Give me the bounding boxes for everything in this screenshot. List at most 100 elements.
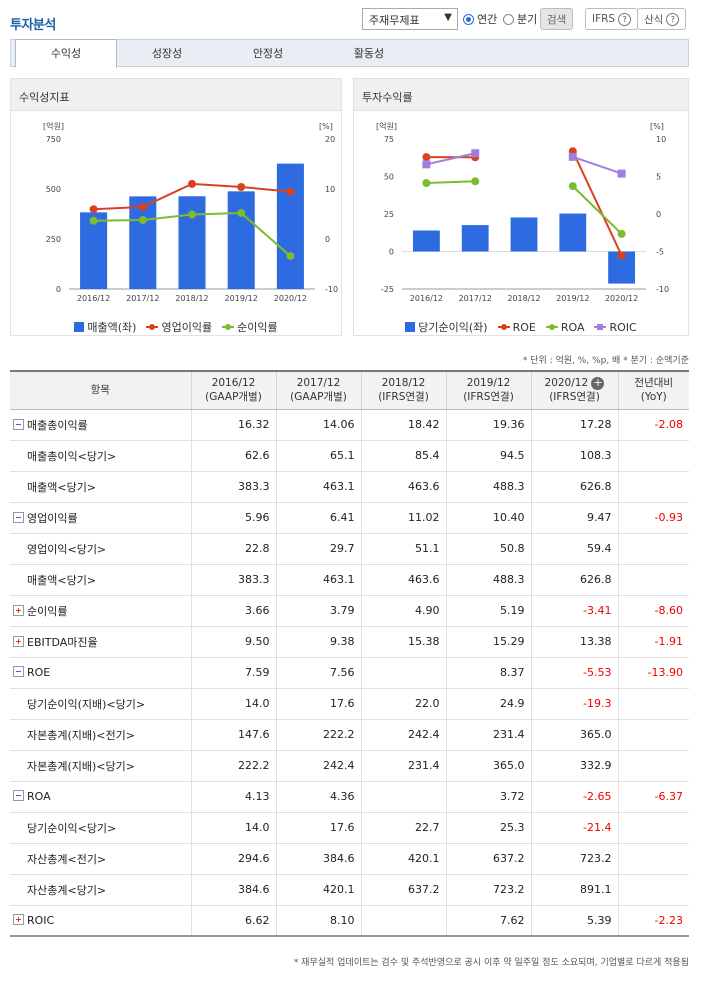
value-cell: 365.0: [445, 750, 531, 782]
bar-swatch-icon: [405, 322, 416, 332]
row-label-cell[interactable]: 영업이익률: [10, 502, 191, 534]
value-cell: 626.8: [530, 564, 618, 596]
yoy-cell: [617, 750, 689, 782]
data-point: [471, 149, 480, 158]
legend-item-roe[interactable]: ROE: [497, 319, 536, 335]
ifrs-label: IFRS: [592, 13, 616, 25]
expand-icon[interactable]: [13, 604, 24, 616]
tab-profitability[interactable]: 수익성: [15, 39, 117, 68]
legend-item-roa[interactable]: ROA: [545, 319, 584, 335]
row-label-cell: 매출액<당기>: [10, 471, 191, 503]
header-col: 2017/12 (GAAP개별): [275, 370, 361, 410]
statement-select[interactable]: 주재무제표 ▼: [362, 8, 458, 30]
value-cell: 17.6: [275, 812, 361, 844]
radio-quarter[interactable]: 분기: [503, 11, 537, 27]
yoy-cell: [617, 440, 689, 472]
table-row: 자산총계<전기> 294.6 384.6 420.1 637.2 723.2: [10, 843, 689, 875]
value-cell: 59.4: [530, 533, 618, 565]
value-cell: 637.2: [360, 874, 446, 906]
legend-label: 순이익률: [237, 321, 278, 334]
value-cell: 62.6: [190, 440, 276, 472]
radio-quarter-label: 분기: [517, 13, 538, 26]
collapse-icon[interactable]: [13, 511, 24, 523]
x-tick-label: 2016/12: [77, 294, 110, 303]
y-tick-label: 0: [389, 248, 394, 257]
line-swatch-icon: [222, 324, 235, 330]
header-yoy: 전년대비 (YoY): [617, 370, 689, 410]
collapse-icon[interactable]: [13, 418, 24, 430]
tab-stability[interactable]: 안정성: [252, 47, 284, 60]
row-label-cell[interactable]: EBITDA마진율: [10, 626, 191, 658]
value-cell: 29.7: [275, 533, 361, 565]
value-cell: 637.2: [445, 843, 531, 875]
line-swatch-icon: [594, 324, 607, 330]
series-line: [572, 155, 622, 175]
legend-item-op-margin[interactable]: 영업이익률: [146, 319, 212, 335]
value-cell: 463.1: [275, 564, 361, 596]
collapse-icon[interactable]: [13, 666, 24, 677]
y-tick-label: 50: [384, 173, 394, 182]
ifrs-help-button[interactable]: IFRS ?: [585, 8, 639, 30]
value-cell: [360, 657, 446, 689]
y-tick-label: 20: [325, 135, 335, 144]
analysis-tabs: 수익성 성장성 안정성 활동성: [10, 39, 689, 68]
expand-icon[interactable]: [13, 635, 24, 647]
x-tick-label: 2020/12: [274, 294, 307, 303]
row-label-cell[interactable]: ROE: [10, 657, 191, 689]
value-cell: 365.0: [530, 719, 618, 751]
row-label: EBITDA마진율: [27, 635, 98, 649]
table-row: ROIC 6.62 8.10 7.62 5.39 -2.23: [10, 905, 689, 937]
legend-item-sales[interactable]: 매출액(좌): [74, 319, 136, 335]
row-label-cell: 자산총계<당기>: [10, 874, 191, 906]
add-column-icon[interactable]: +: [591, 376, 605, 391]
data-point: [617, 251, 626, 260]
table-row: 매출총이익률 16.32 14.06 18.42 19.36 17.28 -2.08: [10, 409, 689, 441]
row-label-cell: 자산총계<전기>: [10, 843, 191, 875]
radio-annual[interactable]: 연간: [463, 11, 497, 27]
y-tick-label: 0: [656, 210, 661, 219]
value-cell: 22.0: [360, 688, 446, 720]
axis-unit-left: [억원]: [43, 121, 64, 131]
expand-icon[interactable]: [13, 913, 24, 925]
x-tick-label: 2016/12: [410, 294, 443, 303]
x-tick-label: 2018/12: [175, 294, 208, 303]
legend-label: 당기순이익(좌): [418, 321, 488, 334]
table-row: 매출액<당기> 383.3 463.1 463.6 488.3 626.8: [10, 471, 689, 503]
bar-swatch-icon: [74, 322, 85, 332]
row-label-cell[interactable]: 매출총이익률: [10, 409, 191, 441]
value-cell: 3.79: [275, 595, 361, 627]
value-cell: 108.3: [530, 440, 618, 472]
legend-item-roic[interactable]: ROIC: [594, 319, 637, 335]
value-cell: 231.4: [445, 719, 531, 751]
value-cell: 14.0: [190, 812, 276, 844]
y-tick-label: 750: [46, 135, 61, 144]
row-label-cell[interactable]: ROIC: [10, 905, 191, 937]
data-point: [568, 182, 577, 191]
y-tick-label: 10: [325, 185, 335, 194]
formula-help-button[interactable]: 산식 ?: [637, 8, 687, 30]
data-point: [568, 152, 577, 161]
legend-label: ROE: [512, 320, 536, 334]
collapse-icon[interactable]: [13, 790, 24, 801]
row-label-cell[interactable]: ROA: [10, 781, 191, 813]
x-tick-label: 2017/12: [126, 294, 159, 303]
data-point: [188, 210, 196, 219]
tab-activity[interactable]: 활동성: [353, 47, 385, 60]
value-cell: 3.66: [190, 595, 276, 627]
y-tick-label: 25: [384, 210, 394, 219]
row-label: 영업이익<당기>: [27, 542, 107, 556]
tab-growth[interactable]: 성장성: [151, 47, 183, 60]
legend-item-net-income[interactable]: 당기순이익(좌): [405, 319, 488, 335]
yoy-cell: -6.37: [617, 781, 689, 813]
row-label-cell: 영업이익<당기>: [10, 533, 191, 565]
legend-item-net-margin[interactable]: 순이익률: [222, 319, 278, 335]
yoy-cell: [617, 719, 689, 751]
legend-label: 영업이익률: [161, 321, 213, 334]
chevron-down-icon: ▼: [444, 12, 452, 23]
search-button[interactable]: 검색: [540, 8, 574, 30]
bar: [559, 213, 587, 252]
y-tick-label: 0: [56, 285, 61, 294]
value-cell: 891.1: [530, 874, 618, 906]
row-label-cell[interactable]: 순이익률: [10, 595, 191, 627]
value-cell: 5.19: [445, 595, 531, 627]
